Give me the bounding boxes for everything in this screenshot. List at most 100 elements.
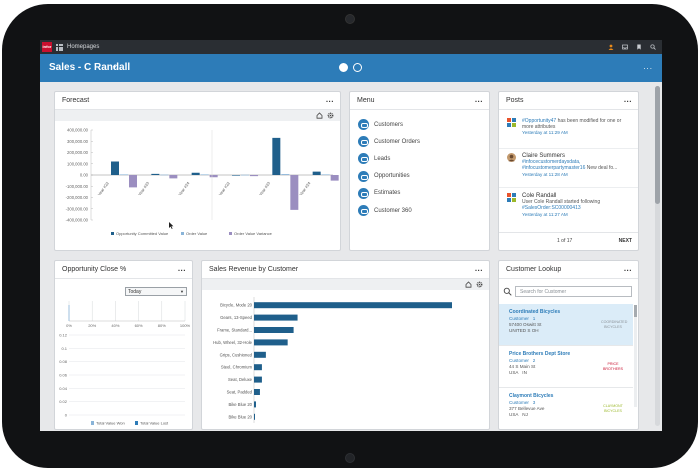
forecast-bar[interactable] [129, 175, 137, 188]
more-icon[interactable]: ... [177, 264, 186, 273]
revenue-bar[interactable] [254, 302, 452, 309]
post-link[interactable]: #Opportunity47 [522, 118, 557, 124]
revenue-bar[interactable] [254, 364, 262, 371]
post-author[interactable]: Claire Summers [522, 153, 566, 159]
revenue-bar[interactable] [254, 351, 266, 358]
chevron-down-icon: ▼ [180, 289, 184, 294]
camera [345, 14, 355, 24]
page-scrollbar[interactable] [655, 86, 660, 426]
forecast-bar[interactable] [272, 137, 281, 175]
customer-address: 377 Bellevue Ave [509, 406, 545, 412]
menu-item-estimates[interactable]: Estimates [358, 185, 420, 202]
customer-list-item[interactable]: Price Brothers Dept Store Customer 2 44 S … [499, 346, 633, 388]
infor-logo[interactable]: infor [42, 42, 52, 52]
forecast-bar[interactable] [241, 174, 249, 176]
home-icon[interactable] [316, 112, 323, 119]
next-button[interactable]: NEXT [618, 238, 632, 244]
forecast-bar[interactable] [209, 175, 218, 178]
customer-list-item[interactable]: Claymont Bicycles Customer 3 377 Bellevue … [499, 388, 633, 429]
activity-icon [507, 118, 516, 127]
menu-item-customer-orders[interactable]: Customer Orders [358, 133, 420, 150]
post-item[interactable]: #Opportunity47 has been modified for one… [507, 118, 632, 144]
search-icon[interactable] [503, 287, 512, 296]
revenue-bar[interactable] [254, 327, 294, 333]
card-toolbar [202, 279, 489, 290]
scrollbar-thumb[interactable] [634, 305, 637, 317]
category-label: Bike Blue 20 [228, 414, 252, 419]
search-icon[interactable] [650, 44, 656, 50]
period-select[interactable]: Today ▼ [125, 287, 187, 296]
page-title[interactable]: Sales - C Randall [49, 62, 131, 73]
tablet-home-button[interactable] [345, 453, 355, 463]
gear-icon[interactable] [327, 112, 334, 119]
more-icon[interactable]: ... [474, 95, 483, 104]
revenue-bar[interactable] [254, 401, 256, 408]
menu-item-customer-360[interactable]: Customer 360 [358, 202, 420, 219]
link-icon [358, 153, 369, 165]
post-author[interactable]: Cole Randall [522, 193, 557, 199]
customer-name[interactable]: Coordinated Bicycles [509, 309, 561, 315]
card-title: Sales Revenue by Customer [209, 266, 299, 273]
menu-list: Customers Customer Orders Leads Opportuniti… [358, 116, 420, 219]
forecast-bar[interactable] [232, 175, 240, 176]
revenue-bar[interactable] [254, 413, 255, 420]
page-dot-1[interactable] [339, 63, 348, 72]
card-header: Forecast ... [55, 92, 340, 110]
customer-country: USA [509, 412, 519, 418]
y-tick-label: 0.00 [80, 173, 89, 178]
more-icon[interactable]: ... [623, 264, 632, 273]
page-dot-2[interactable] [353, 63, 362, 72]
post-item[interactable]: Cole Randall User Cole Randall started f… [507, 193, 632, 223]
customer-name[interactable]: Claymont Bicycles [509, 393, 554, 399]
user-icon[interactable] [608, 44, 614, 50]
forecast-bar[interactable] [120, 174, 128, 176]
forecast-bar[interactable] [312, 171, 321, 175]
category-label: Gears, 13-Speed [220, 315, 253, 320]
menu-item-label: Customers [374, 121, 404, 128]
app-grid-icon[interactable] [56, 44, 63, 51]
legend-label: Total Value Won [96, 421, 125, 426]
revenue-bar[interactable] [254, 314, 298, 321]
forecast-bar[interactable] [290, 175, 299, 210]
post-link[interactable]: #infocecustomerdaysdata, #infocustomerpa… [522, 159, 586, 172]
more-icon[interactable]: ... [623, 95, 632, 104]
more-icon[interactable]: ... [325, 95, 334, 104]
forecast-bar[interactable] [111, 161, 119, 176]
menu-item-leads[interactable]: Leads [358, 150, 420, 167]
scrollbar-thumb[interactable] [655, 86, 660, 204]
more-icon[interactable]: ... [474, 264, 483, 273]
revenue-bar[interactable] [254, 389, 260, 395]
menu-item-customers[interactable]: Customers [358, 116, 420, 133]
customer-name[interactable]: Price Brothers Dept Store [509, 351, 571, 357]
link-icon [358, 136, 369, 148]
home-icon[interactable] [465, 281, 472, 288]
customer-logo: CLAYMONT BICYCLES [603, 404, 623, 413]
posts-card: Posts ... #Opportunity47 has been modifi… [498, 91, 639, 251]
forecast-bar[interactable] [169, 175, 178, 179]
customer-list-item[interactable]: Coordinated Bicycles Customer 1 57400 Oswi… [499, 304, 633, 346]
scrollbar[interactable] [634, 305, 637, 407]
forecast-bar[interactable] [160, 174, 169, 176]
post-link[interactable]: #SalesOrder:SC00000413 [522, 205, 581, 212]
forecast-bar[interactable] [191, 172, 200, 175]
revenue-bar[interactable] [254, 339, 288, 346]
divider [499, 148, 638, 149]
post-time: Yesterday at 11:29 AM [522, 130, 568, 136]
forecast-bar[interactable] [151, 173, 160, 175]
menu-item-opportunities[interactable]: Opportunities [358, 168, 420, 185]
revenue-bar[interactable] [254, 376, 262, 383]
forecast-bar[interactable] [321, 174, 330, 176]
forecast-bar[interactable] [330, 175, 339, 181]
forecast-bar[interactable] [200, 174, 209, 176]
forecast-bar[interactable] [250, 175, 258, 177]
chevron-down-icon[interactable]: ▾ [113, 65, 117, 71]
bookmark-icon[interactable] [636, 44, 642, 50]
more-icon[interactable]: ... [643, 62, 653, 71]
post-item[interactable]: Claire Summers #infocecustomerdaysdata, … [507, 153, 632, 185]
post-body: New deal fo... [585, 165, 618, 172]
customer-search-input[interactable]: Search for Customer [515, 286, 632, 297]
inbox-icon[interactable] [622, 44, 628, 50]
forecast-bar[interactable] [281, 174, 290, 175]
customer-type: Customer [509, 316, 529, 321]
gear-icon[interactable] [476, 281, 483, 288]
